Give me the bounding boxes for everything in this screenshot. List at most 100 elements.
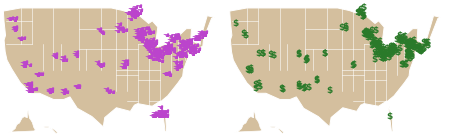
Text: ☚: ☚ — [162, 49, 169, 58]
Text: ☚: ☚ — [184, 37, 191, 46]
Text: ☚: ☚ — [156, 49, 162, 58]
Text: ☚: ☚ — [180, 39, 186, 48]
Text: ☚: ☚ — [135, 28, 142, 37]
Text: $: $ — [402, 60, 408, 69]
Text: ☚: ☚ — [22, 59, 28, 68]
Text: $: $ — [342, 22, 349, 31]
Text: ☚: ☚ — [187, 39, 194, 48]
Text: ☚: ☚ — [150, 111, 157, 120]
Text: ☚: ☚ — [149, 41, 156, 50]
Text: ☚: ☚ — [128, 10, 135, 19]
Text: ☚: ☚ — [12, 14, 19, 23]
Text: ☚: ☚ — [153, 49, 160, 58]
Text: ☚: ☚ — [161, 47, 168, 56]
Text: ☚: ☚ — [173, 31, 180, 40]
Text: $: $ — [374, 45, 380, 53]
Text: ☚: ☚ — [159, 109, 166, 118]
Text: $: $ — [394, 48, 400, 57]
Text: $: $ — [405, 48, 411, 57]
Text: $: $ — [407, 50, 413, 59]
Text: $: $ — [403, 38, 410, 47]
Text: $: $ — [360, 29, 366, 38]
Text: $: $ — [363, 29, 369, 38]
Text: ☚: ☚ — [197, 33, 204, 42]
Text: $: $ — [369, 40, 375, 49]
Text: ☚: ☚ — [153, 55, 159, 64]
Text: ☚: ☚ — [138, 25, 144, 34]
Text: $: $ — [360, 11, 366, 20]
Text: ☚: ☚ — [148, 39, 155, 48]
Text: ☚: ☚ — [105, 87, 112, 96]
Text: $: $ — [359, 12, 365, 21]
Text: $: $ — [378, 50, 384, 59]
Text: ☚: ☚ — [118, 27, 126, 36]
Text: ☚: ☚ — [128, 9, 135, 18]
Text: $: $ — [406, 50, 412, 59]
Text: ☚: ☚ — [140, 29, 146, 38]
Text: ☚: ☚ — [34, 70, 40, 79]
Text: $: $ — [381, 52, 387, 61]
Text: ☚: ☚ — [185, 44, 192, 53]
Text: $: $ — [342, 24, 349, 33]
Text: $: $ — [401, 36, 407, 45]
Text: ☚: ☚ — [156, 52, 162, 61]
Text: ☚: ☚ — [105, 88, 112, 97]
Text: $: $ — [401, 32, 407, 41]
Text: ☚: ☚ — [116, 20, 122, 30]
Text: ☚: ☚ — [59, 86, 66, 95]
Text: ☚: ☚ — [142, 24, 148, 33]
Text: ☚: ☚ — [137, 37, 144, 46]
Text: ☚: ☚ — [153, 53, 160, 62]
Text: ☚: ☚ — [26, 85, 33, 94]
Polygon shape — [234, 111, 261, 132]
Text: ☚: ☚ — [47, 85, 54, 94]
Text: ☚: ☚ — [157, 111, 164, 120]
Text: ☚: ☚ — [169, 35, 176, 44]
Text: ☚: ☚ — [155, 47, 162, 56]
Text: ☚: ☚ — [139, 34, 145, 43]
Text: ☚: ☚ — [153, 111, 160, 120]
Text: $: $ — [408, 39, 414, 48]
Text: $: $ — [395, 34, 401, 43]
Text: ☚: ☚ — [170, 31, 177, 40]
Text: ☚: ☚ — [8, 14, 14, 23]
Text: $: $ — [385, 53, 391, 62]
Text: $: $ — [399, 37, 405, 46]
Text: $: $ — [406, 37, 413, 46]
Text: ☚: ☚ — [154, 52, 162, 61]
Text: $: $ — [405, 40, 411, 49]
Text: ☚: ☚ — [192, 32, 198, 42]
Text: $: $ — [368, 30, 374, 39]
Text: $: $ — [410, 40, 416, 49]
Text: $: $ — [394, 35, 400, 44]
Polygon shape — [8, 111, 35, 132]
Text: ☚: ☚ — [166, 32, 174, 41]
Text: $: $ — [388, 45, 395, 54]
Text: $: $ — [417, 44, 423, 53]
Text: $: $ — [421, 38, 427, 47]
Text: $: $ — [399, 60, 405, 69]
Text: ☚: ☚ — [137, 29, 144, 38]
Text: ☚: ☚ — [27, 79, 33, 88]
Text: $: $ — [371, 36, 378, 46]
Text: $: $ — [404, 41, 410, 50]
Text: ☚: ☚ — [136, 31, 144, 40]
Text: ☚: ☚ — [19, 34, 26, 43]
Text: $: $ — [387, 50, 394, 59]
Text: $: $ — [370, 40, 376, 49]
Text: ☚: ☚ — [194, 33, 201, 42]
Text: $: $ — [357, 5, 364, 14]
Text: ☚: ☚ — [136, 6, 143, 15]
Text: ☚: ☚ — [176, 59, 183, 68]
Text: ☚: ☚ — [164, 69, 171, 78]
Text: ☚: ☚ — [177, 45, 184, 54]
Text: $: $ — [363, 28, 369, 37]
Text: $: $ — [378, 48, 383, 57]
Text: ☚: ☚ — [134, 30, 141, 39]
Text: ☚: ☚ — [152, 51, 159, 60]
Text: ☚: ☚ — [148, 35, 155, 44]
Text: ☚: ☚ — [196, 28, 203, 37]
Text: ☚: ☚ — [27, 86, 34, 95]
Text: ☚: ☚ — [133, 28, 140, 37]
Text: ☚: ☚ — [141, 30, 148, 39]
